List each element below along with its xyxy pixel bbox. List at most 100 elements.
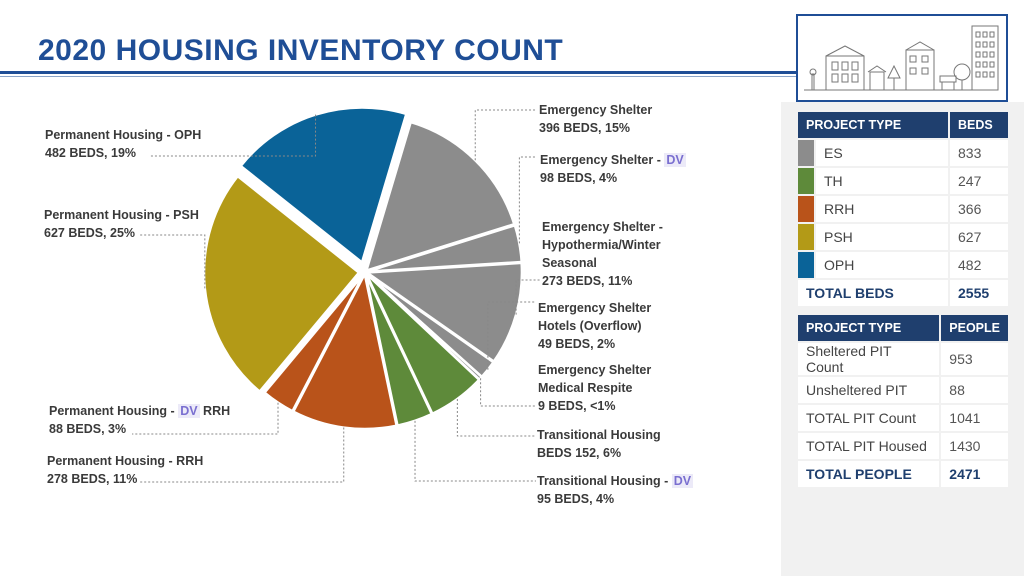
row-label: ES [816,140,948,166]
label-value: 482 BEDS, 19% [45,146,137,160]
row-label: RRH [816,196,948,222]
label-text-post: RRH [199,404,231,418]
color-swatch-oph [798,252,814,278]
beds-table: PROJECT TYPE BEDS ES 833 TH 247 RRH 366 … [796,110,1010,308]
header-rule-thin [0,76,800,77]
column-header-project-type: PROJECT TYPE [798,112,948,138]
table-row: PSH 627 [798,224,1008,250]
row-label: TH [816,168,948,194]
label-permanent-housing-oph: Permanent Housing - OPH 482 BEDS, 19% [45,126,201,162]
color-swatch-es [798,140,814,166]
total-value: 2555 [950,280,1008,306]
label-text-pre: Transitional Housing - [537,474,672,488]
row-label: TOTAL PIT Housed [798,433,940,459]
row-value: 247 [950,168,1008,194]
row-value: 953 [941,343,1008,375]
table-row: Unsheltered PIT 88 [798,377,1008,403]
label-text: Emergency Shelter - DV [540,151,686,169]
label-text-2: Hotels (Overflow) [538,319,642,333]
label-permanent-housing-rrh: Permanent Housing - RRH 278 BEDS, 11% [47,452,203,488]
label-value: 273 BEDS, 11% [542,274,633,288]
header-rule [0,71,800,74]
label-text: Emergency Shelter [538,301,652,315]
label-value: 278 BEDS, 11% [47,472,138,486]
label-value: 396 BEDS, 15% [539,121,631,135]
label-text: Emergency Shelter [539,103,653,117]
page-title: 2020 HOUSING INVENTORY COUNT [38,34,564,67]
total-label: TOTAL PEOPLE [798,461,940,487]
skyline-icon [804,25,999,91]
label-emergency-shelter-medical: Emergency Shelter Medical Respite 9 BEDS… [538,361,651,415]
row-value: 833 [950,140,1008,166]
column-header-project-type: PROJECT TYPE [798,315,940,341]
leader-line-10 [150,114,317,157]
total-value: 2471 [941,461,1008,487]
label-text: Permanent Housing - DV RRH [49,402,230,420]
total-label: TOTAL BEDS [798,280,948,306]
table-row: OPH 482 [798,252,1008,278]
row-label: OPH [816,252,948,278]
row-value: 88 [941,377,1008,403]
pie-slice-rrh-7 [291,270,399,431]
color-swatch-rrh [798,196,814,222]
row-value: 366 [950,196,1008,222]
column-header-people: PEOPLE [941,315,1008,341]
label-text: Permanent Housing - RRH [47,454,204,468]
dv-tag: DV [671,474,694,488]
pie-slice-es-0 [364,120,516,273]
label-emergency-shelter-hotels: Emergency Shelter Hotels (Overflow) 49 B… [538,299,651,353]
label-text: Permanent Housing - OPH [45,128,202,142]
table-total-row: TOTAL BEDS 2555 [798,280,1008,306]
label-emergency-shelter-hypothermia: Emergency Shelter - Hypothermia/Winter S… [542,218,663,290]
label-permanent-housing-dv-rrh: Permanent Housing - DV RRH 88 BEDS, 3% [49,402,230,438]
pie-slice-rrh-8 [262,272,366,413]
color-swatch-psh [798,224,814,250]
leader-line-6 [414,420,536,482]
table-header-row: PROJECT TYPE PEOPLE [798,315,1008,341]
label-text: Emergency Shelter [538,363,652,377]
pie-slices [202,106,524,431]
leader-line-4 [480,378,536,407]
leader-line-5 [456,398,536,437]
label-text: Transitional Housing - DV [537,472,694,490]
city-skyline-logo [796,14,1008,102]
row-value: 627 [950,224,1008,250]
label-emergency-shelter-dv: Emergency Shelter - DV 98 BEDS, 4% [540,151,686,187]
table-row: ES 833 [798,140,1008,166]
label-value: 95 BEDS, 4% [537,492,615,506]
leader-lines [132,109,540,483]
row-label: Sheltered PIT Count [798,343,940,375]
label-text: Transitional Housing [537,428,661,442]
leader-line-1 [518,156,536,244]
label-text: Emergency Shelter - [542,220,663,234]
table-row: Sheltered PIT Count 953 [798,343,1008,375]
row-label: Unsheltered PIT [798,377,940,403]
label-transitional-housing: Transitional Housing BEDS 152, 6% [537,426,661,462]
label-permanent-housing-psh: Permanent Housing - PSH 627 BEDS, 25% [44,206,199,242]
label-emergency-shelter: Emergency Shelter 396 BEDS, 15% [539,101,652,137]
label-value: 98 BEDS, 4% [540,171,618,185]
label-text-2: Medical Respite [538,381,633,395]
table-total-row: TOTAL PEOPLE 2471 [798,461,1008,487]
label-transitional-housing-dv: Transitional Housing - DV 95 BEDS, 4% [537,472,694,508]
leader-line-8 [132,402,279,435]
leader-line-0 [474,109,537,161]
color-swatch-th [798,168,814,194]
row-value: 1430 [941,433,1008,459]
row-value: 1041 [941,405,1008,431]
people-table: PROJECT TYPE PEOPLE Sheltered PIT Count … [796,313,1010,489]
row-label: TOTAL PIT Count [798,405,940,431]
table-row: RRH 366 [798,196,1008,222]
column-header-beds: BEDS [950,112,1008,138]
label-value: 88 BEDS, 3% [49,422,127,436]
dv-tag: DV [178,404,200,418]
table-row: TH 247 [798,168,1008,194]
row-value: 482 [950,252,1008,278]
table-row: TOTAL PIT Housed 1430 [798,433,1008,459]
row-label: PSH [816,224,948,250]
label-text: Permanent Housing - PSH [44,208,199,222]
pie-chart [132,106,540,483]
label-text-pre: Emergency Shelter - [540,153,665,167]
label-text-pre: Permanent Housing - [49,404,179,418]
label-value: 49 BEDS, 2% [538,337,616,351]
